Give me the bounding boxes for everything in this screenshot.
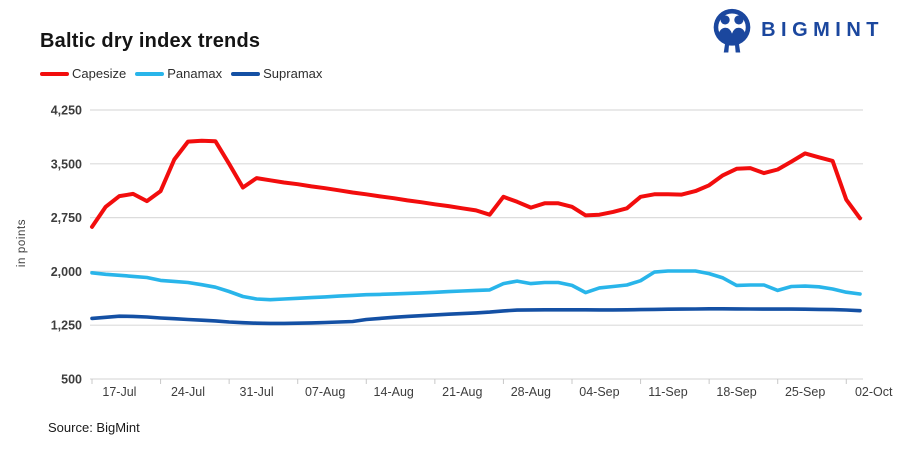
x-tick-label: 24-Jul bbox=[171, 385, 205, 399]
x-tick-label: 25-Sep bbox=[785, 385, 825, 399]
x-tick-label: 18-Sep bbox=[716, 385, 756, 399]
source-note: Source: BigMint bbox=[48, 420, 140, 435]
bigmint-logo-text: BIGMINT bbox=[761, 18, 884, 41]
legend-swatch-supramax bbox=[231, 71, 261, 76]
legend-label-capesize: Capesize bbox=[72, 66, 127, 81]
bigmint-logo: BIGMINT bbox=[710, 7, 884, 53]
legend-item-capesize: Capesize bbox=[40, 66, 126, 81]
y-tick-label: 1,250 bbox=[51, 319, 82, 333]
legend-item-supramax: Supramax bbox=[231, 66, 322, 81]
page-title: Baltic dry index trends bbox=[40, 30, 261, 52]
x-tick-label: 17-Jul bbox=[102, 385, 136, 399]
x-tick-label: 07-Aug bbox=[305, 385, 345, 399]
y-tick-label: 3,500 bbox=[51, 157, 82, 171]
series-line-panamax bbox=[90, 269, 862, 302]
x-tick-label: 21-Aug bbox=[442, 385, 482, 399]
legend-swatch-capesize bbox=[40, 71, 69, 76]
legend-label-supramax: Supramax bbox=[263, 66, 323, 81]
x-tick-label: 04-Sep bbox=[579, 385, 619, 399]
chart-legend: Capesize Panamax Supramax bbox=[40, 66, 331, 81]
y-tick-label: 2,000 bbox=[51, 265, 82, 279]
x-tick-label: 11-Sep bbox=[648, 385, 687, 399]
series-line-capesize bbox=[90, 138, 862, 229]
x-tick-label: 28-Aug bbox=[511, 385, 551, 399]
legend-label-panamax: Panamax bbox=[167, 66, 223, 81]
x-tick-label: 14-Aug bbox=[374, 385, 414, 399]
x-tick-label: 31-Jul bbox=[240, 385, 274, 399]
x-tick-label: 02-Oct bbox=[855, 385, 893, 399]
legend-item-panamax: Panamax bbox=[135, 66, 222, 81]
y-tick-label: 500 bbox=[61, 373, 82, 387]
y-tick-label: 4,250 bbox=[51, 104, 82, 118]
y-tick-label: 2,750 bbox=[51, 211, 82, 225]
legend-swatch-panamax bbox=[135, 71, 165, 76]
series-line-supramax bbox=[90, 306, 862, 326]
bigmint-logo-icon bbox=[713, 8, 751, 53]
